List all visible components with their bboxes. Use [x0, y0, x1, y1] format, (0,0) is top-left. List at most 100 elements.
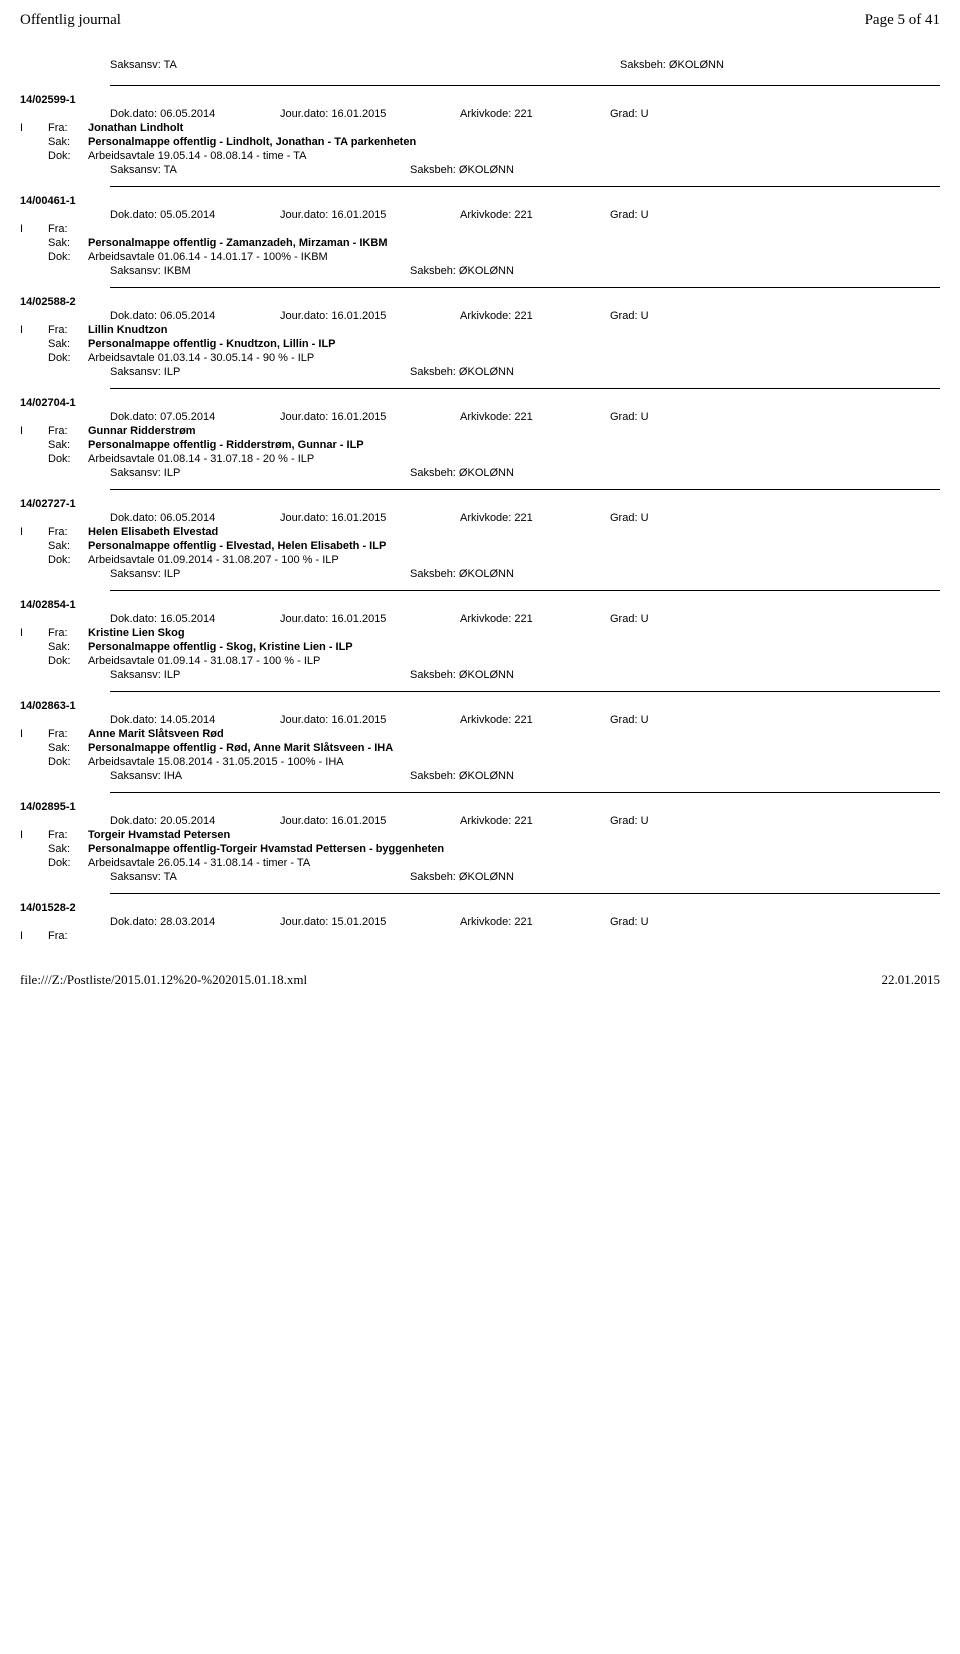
fra-row: IFra:	[20, 930, 940, 942]
i-label: I	[20, 425, 48, 437]
i-label: I	[20, 728, 48, 740]
case-id: 14/00461-1	[20, 195, 940, 207]
dok-row: Dok:Arbeidsavtale 01.03.14 - 30.05.14 - …	[20, 352, 940, 364]
dok-dato: Dok.dato: 06.05.2014	[110, 310, 280, 322]
dok-label: Dok:	[48, 453, 88, 465]
dok-row: Dok:Arbeidsavtale 01.08.14 - 31.07.18 - …	[20, 453, 940, 465]
grad: Grad: U	[610, 512, 690, 524]
saksbeh: Saksbeh: ØKOLØNN	[410, 871, 940, 883]
i-label: I	[20, 627, 48, 639]
arkivkode: Arkivkode: 221	[460, 916, 610, 928]
jour-dato: Jour.dato: 16.01.2015	[280, 310, 460, 322]
dok-dato: Dok.dato: 28.03.2014	[110, 916, 280, 928]
dok-value: Arbeidsavtale 15.08.2014 - 31.05.2015 - …	[88, 756, 940, 768]
meta-row: Dok.dato: 07.05.2014Jour.dato: 16.01.201…	[110, 411, 940, 423]
dok-value: Arbeidsavtale 26.05.14 - 31.08.14 - time…	[88, 857, 940, 869]
divider	[110, 287, 940, 288]
jour-dato: Jour.dato: 16.01.2015	[280, 714, 460, 726]
header-right: Page 5 of 41	[865, 12, 940, 29]
fra-value: Lillin Knudtzon	[88, 324, 940, 336]
sak-value: Personalmappe offentlig - Skog, Kristine…	[88, 641, 940, 653]
journal-entry: 14/00461-1Dok.dato: 05.05.2014Jour.dato:…	[20, 195, 940, 288]
meta-row: Dok.dato: 14.05.2014Jour.dato: 16.01.201…	[110, 714, 940, 726]
dok-dato: Dok.dato: 07.05.2014	[110, 411, 280, 423]
sak-row: Sak:Personalmappe offentlig - Elvestad, …	[20, 540, 940, 552]
sak-label: Sak:	[48, 540, 88, 552]
sak-row: Sak:Personalmappe offentlig - Zamanzadeh…	[20, 237, 940, 249]
fra-value: Torgeir Hvamstad Petersen	[88, 829, 940, 841]
fra-label: Fra:	[48, 223, 88, 235]
case-id: 14/02863-1	[20, 700, 940, 712]
page-footer: file:///Z:/Postliste/2015.01.12%20-%2020…	[20, 972, 940, 988]
fra-value: Gunnar Ridderstrøm	[88, 425, 940, 437]
divider	[110, 489, 940, 490]
saks-row: Saksansv: ILPSaksbeh: ØKOLØNN	[110, 467, 940, 479]
arkivkode: Arkivkode: 221	[460, 411, 610, 423]
case-id: 14/02854-1	[20, 599, 940, 611]
dok-dato: Dok.dato: 14.05.2014	[110, 714, 280, 726]
fra-label: Fra:	[48, 122, 88, 134]
journal-entry: 14/02854-1 Dok.dato: 16.05.2014Jour.dato:…	[20, 599, 940, 692]
dok-value: Arbeidsavtale 01.09.14 - 31.08.17 - 100 …	[88, 655, 940, 667]
i-label: I	[20, 930, 48, 942]
grad: Grad: U	[610, 411, 690, 423]
divider	[110, 590, 940, 591]
entries-container: 14/02599-1Dok.dato: 06.05.2014Jour.dato:…	[20, 94, 940, 942]
fra-label: Fra:	[48, 324, 88, 336]
fra-row: IFra:Anne Marit Slåtsveen Rød	[20, 728, 940, 740]
fra-value	[88, 930, 940, 942]
journal-entry: 14/01528-2Dok.dato: 28.03.2014Jour.dato:…	[20, 902, 940, 942]
dok-label: Dok:	[48, 857, 88, 869]
sak-label: Sak:	[48, 641, 88, 653]
jour-dato: Jour.dato: 16.01.2015	[280, 108, 460, 120]
saks-row: Saksansv: ILPSaksbeh: ØKOLØNN	[110, 669, 940, 681]
dok-row: Dok:Arbeidsavtale 19.05.14 - 08.08.14 - …	[20, 150, 940, 162]
fra-value: Helen Elisabeth Elvestad	[88, 526, 940, 538]
saksansv: Saksansv: IHA	[110, 770, 410, 782]
arkivkode: Arkivkode: 221	[460, 613, 610, 625]
divider	[110, 186, 940, 187]
fra-value: Jonathan Lindholt	[88, 122, 940, 134]
sak-value: Personalmappe offentlig - Knudtzon, Lill…	[88, 338, 940, 350]
fra-value	[88, 223, 940, 235]
fra-label: Fra:	[48, 627, 88, 639]
fra-label: Fra:	[48, 526, 88, 538]
meta-row: Dok.dato: 16.05.2014Jour.dato: 16.01.201…	[110, 613, 940, 625]
dok-value: Arbeidsavtale 01.08.14 - 31.07.18 - 20 %…	[88, 453, 940, 465]
dok-label: Dok:	[48, 756, 88, 768]
saks-row: Saksansv: ILPSaksbeh: ØKOLØNN	[110, 366, 940, 378]
dok-dato: Dok.dato: 05.05.2014	[110, 209, 280, 221]
arkivkode: Arkivkode: 221	[460, 815, 610, 827]
journal-entry: 14/02588-2Dok.dato: 06.05.2014Jour.dato:…	[20, 296, 940, 389]
case-id: 14/02727-1	[20, 498, 940, 510]
journal-entry: 14/02599-1Dok.dato: 06.05.2014Jour.dato:…	[20, 94, 940, 187]
fra-row: IFra:Kristine Lien Skog	[20, 627, 940, 639]
grad: Grad: U	[610, 714, 690, 726]
arkivkode: Arkivkode: 221	[460, 714, 610, 726]
fra-row: IFra:Jonathan Lindholt	[20, 122, 940, 134]
saksbeh: Saksbeh: ØKOLØNN	[410, 366, 940, 378]
fra-label: Fra:	[48, 425, 88, 437]
saksansv: Saksansv: ILP	[110, 568, 410, 580]
saksansv: Saksansv: TA	[110, 164, 410, 176]
header-left: Offentlig journal	[20, 12, 121, 29]
i-label: I	[20, 223, 48, 235]
sak-label: Sak:	[48, 338, 88, 350]
saksbeh: Saksbeh: ØKOLØNN	[410, 669, 940, 681]
sak-row: Sak:Personalmappe offentlig - Rød, Anne …	[20, 742, 940, 754]
grad: Grad: U	[610, 916, 690, 928]
dok-value: Arbeidsavtale 01.03.14 - 30.05.14 - 90 %…	[88, 352, 940, 364]
grad: Grad: U	[610, 209, 690, 221]
arkivkode: Arkivkode: 221	[460, 310, 610, 322]
footer-left: file:///Z:/Postliste/2015.01.12%20-%2020…	[20, 972, 307, 988]
saks-row: Saksansv: IKBMSaksbeh: ØKOLØNN	[110, 265, 940, 277]
saksansv: Saksansv: IKBM	[110, 265, 410, 277]
sak-row: Sak:Personalmappe offentlig - Lindholt, …	[20, 136, 940, 148]
i-label: I	[20, 526, 48, 538]
sak-value: Personalmappe offentlig - Rød, Anne Mari…	[88, 742, 940, 754]
sak-row: Sak:Personalmappe offentlig-Torgeir Hvam…	[20, 843, 940, 855]
grad: Grad: U	[610, 815, 690, 827]
top-saksansv-row: Saksansv: TA Saksbeh: ØKOLØNN	[110, 59, 940, 71]
meta-row: Dok.dato: 20.05.2014Jour.dato: 16.01.201…	[110, 815, 940, 827]
sak-value: Personalmappe offentlig - Lindholt, Jona…	[88, 136, 940, 148]
